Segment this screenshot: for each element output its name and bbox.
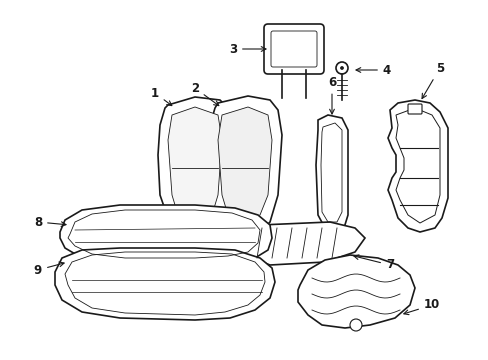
Text: 3: 3 [228, 42, 265, 55]
Polygon shape [218, 107, 271, 221]
Text: 4: 4 [355, 63, 390, 77]
Text: 5: 5 [421, 62, 443, 99]
Polygon shape [60, 205, 271, 262]
Circle shape [349, 319, 361, 331]
Text: 1: 1 [151, 86, 171, 105]
FancyBboxPatch shape [407, 104, 421, 114]
Circle shape [340, 67, 343, 69]
Circle shape [335, 62, 347, 74]
Polygon shape [387, 100, 447, 232]
Polygon shape [207, 96, 282, 233]
Polygon shape [168, 107, 222, 220]
Text: 9: 9 [34, 262, 64, 276]
Polygon shape [297, 255, 414, 328]
Text: 10: 10 [403, 298, 439, 315]
Text: 2: 2 [190, 81, 218, 105]
Polygon shape [55, 248, 274, 320]
Polygon shape [315, 115, 347, 232]
Text: 6: 6 [327, 76, 335, 114]
FancyBboxPatch shape [264, 24, 324, 74]
Text: 8: 8 [34, 216, 66, 229]
Polygon shape [158, 97, 231, 232]
Text: 7: 7 [353, 255, 393, 271]
Polygon shape [242, 222, 364, 265]
